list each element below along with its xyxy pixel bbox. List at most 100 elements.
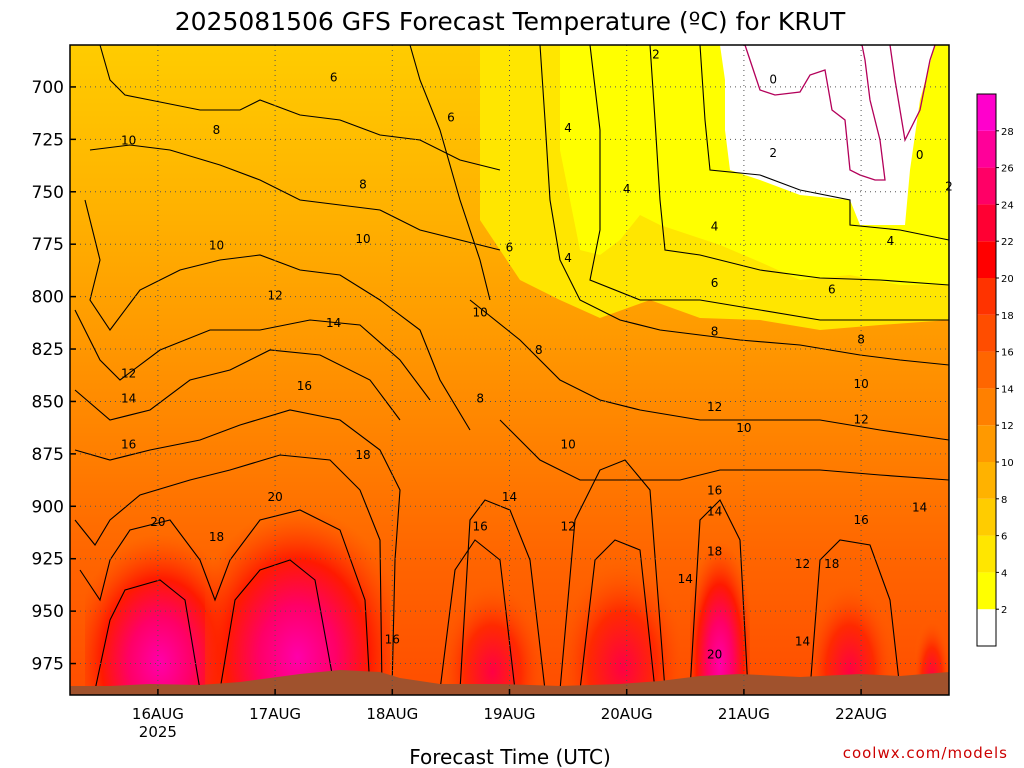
chart-title: 2025081506 GFS Forecast Temperature (ºC)… <box>175 7 846 36</box>
contour-label-6: 0 <box>769 73 777 87</box>
isotherm-line-22 <box>409 45 491 301</box>
isotherm-line-13 <box>579 539 656 691</box>
x-axis-label: Forecast Time (UTC) <box>409 745 611 768</box>
contour-label-41: 14 <box>707 505 722 519</box>
contour-label-23: 8 <box>711 324 719 338</box>
isotherm-line-18 <box>469 299 949 441</box>
contour-label-21: 10 <box>473 305 488 319</box>
colorbar-swatch-11 <box>977 204 996 242</box>
contour-label-45: 16 <box>853 513 868 527</box>
contour-label-40: 14 <box>912 500 927 514</box>
colorbar-swatch-3 <box>977 498 996 536</box>
y-tick-label-900: 900 <box>32 497 64 517</box>
contour-label-29: 14 <box>121 391 136 405</box>
contour-labels: 10 8 6 6 4 20 0 2 2 4 4 4 4 8 10 10 12 6 6 6 10 14 8 8 8 12 16 10 14… <box>121 48 953 662</box>
colorbar-swatch-14 <box>977 94 996 131</box>
colorbar-swatch-7 <box>977 351 996 389</box>
contour-label-18: 6 <box>506 240 514 254</box>
contour-label-16: 10 <box>355 232 370 246</box>
contour-label-11: 4 <box>711 220 719 234</box>
colorbar-swatch-9 <box>977 278 996 315</box>
contour-label-39: 14 <box>502 490 517 504</box>
isotherm-line-16 <box>539 45 949 366</box>
warm-core-6 <box>810 540 890 695</box>
contour-label-43: 16 <box>473 519 488 533</box>
colorbar-label-22: 22 <box>1001 237 1014 248</box>
x-tick-label-3: 19AUG <box>484 705 536 723</box>
isotherm-line-5 <box>74 409 401 691</box>
isotherm-line-17 <box>589 45 949 321</box>
isotherm-lines <box>74 45 949 691</box>
y-tick-label-700: 700 <box>32 78 64 98</box>
colorbar-label-18: 18 <box>1001 311 1014 322</box>
contour-label-2: 6 <box>330 71 338 85</box>
contour-label-51: 16 <box>385 633 400 647</box>
contour-label-13: 4 <box>564 251 572 265</box>
contour-label-42: 20 <box>150 515 165 529</box>
x-tick-label-0: 16AUG <box>132 705 184 723</box>
contour-label-15: 10 <box>209 238 224 252</box>
y-tick-label-750: 750 <box>32 183 64 203</box>
contour-label-4: 4 <box>564 121 572 135</box>
isotherm-line-8 <box>94 579 201 691</box>
freezing-isotherm-lines <box>744 45 936 181</box>
colorbar-label-28: 28 <box>1001 127 1014 138</box>
x-tick-sublabel: 2025 <box>139 723 177 741</box>
y-tick-label-950: 950 <box>32 602 64 622</box>
contour-label-38: 20 <box>267 490 282 504</box>
contour-label-28: 10 <box>853 377 868 391</box>
contour-label-53: 20 <box>707 647 722 661</box>
colorbar-label-4: 4 <box>1001 568 1007 579</box>
isotherm-line-0 <box>99 45 501 171</box>
colorbar-swatch-0 <box>977 609 996 646</box>
isotherm-line-7 <box>79 509 371 691</box>
x-tick-label-5: 21AUG <box>718 705 770 723</box>
isotherm-line-20 <box>649 45 949 286</box>
contour-label-22: 14 <box>326 316 341 330</box>
cold-region-2 <box>745 45 880 190</box>
contour-label-0: 10 <box>121 134 136 148</box>
isotherm-line-1 <box>89 144 501 251</box>
contour-label-48: 12 <box>795 557 810 571</box>
colorbar-swatch-12 <box>977 167 996 205</box>
isotherm-0-line-a <box>744 45 886 181</box>
isotherm-line-11 <box>459 499 546 691</box>
contour-label-37: 16 <box>707 484 722 498</box>
colorbar-swatch-8 <box>977 314 996 352</box>
contour-label-12: 4 <box>887 234 895 248</box>
colorbar-swatch-1 <box>977 572 996 610</box>
contour-label-3: 6 <box>447 110 455 124</box>
contour-label-17: 12 <box>267 289 282 303</box>
contour-label-36: 18 <box>355 448 370 462</box>
isotherm-line-14 <box>689 499 749 691</box>
colorbar-label-20: 20 <box>1001 274 1014 285</box>
colorbar-label-24: 24 <box>1001 200 1014 211</box>
warm-core-2 <box>205 445 390 695</box>
colorbar-label-8: 8 <box>1001 495 1007 506</box>
contour-label-19: 6 <box>711 276 719 290</box>
colorbar-frame <box>976 93 997 647</box>
isotherm-line-15 <box>809 539 901 691</box>
colorbar-label-14: 14 <box>1001 384 1014 395</box>
contour-label-14: 8 <box>359 178 367 192</box>
contour-label-1: 8 <box>213 123 221 137</box>
warm-core-5 <box>690 490 750 695</box>
isotherm-line-21 <box>699 45 949 241</box>
contour-label-49: 18 <box>824 557 839 571</box>
colorbar-swatch-13 <box>977 130 996 168</box>
contour-label-50: 14 <box>678 572 693 586</box>
y-tick-label-850: 850 <box>32 392 64 412</box>
contour-label-47: 18 <box>707 545 722 559</box>
colorbar-swatch-4 <box>977 462 996 499</box>
x-tick-label-2: 18AUG <box>366 705 418 723</box>
y-tick-label-875: 875 <box>32 445 64 465</box>
contour-label-44: 12 <box>560 519 575 533</box>
contour-label-26: 12 <box>121 366 136 380</box>
contour-label-32: 10 <box>736 421 751 435</box>
colorbar-swatch-10 <box>977 241 996 278</box>
contour-label-5: 2 <box>652 48 660 62</box>
colorbar-swatch-2 <box>977 535 996 573</box>
